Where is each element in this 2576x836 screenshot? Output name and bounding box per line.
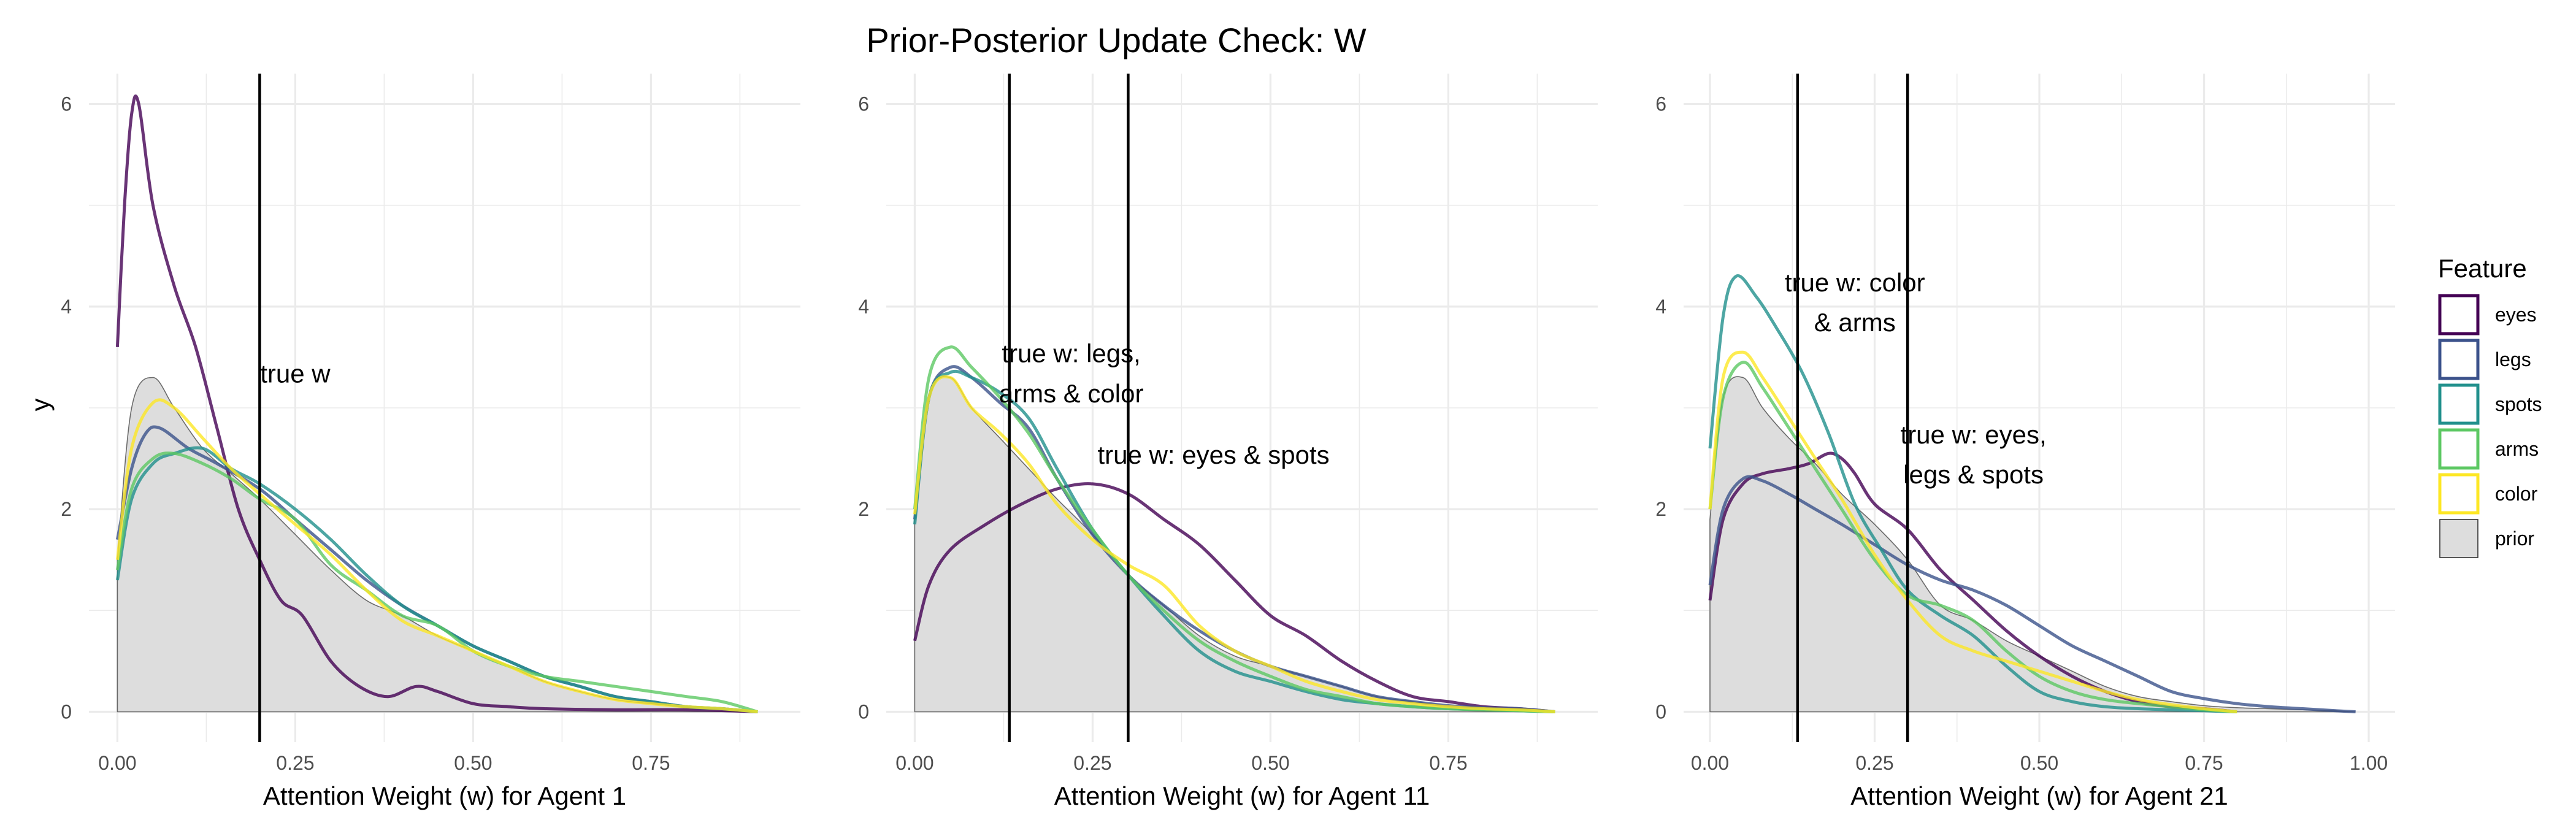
- x-tick-label: 0.50: [1251, 752, 1289, 774]
- legend-label-arms: arms: [2495, 438, 2539, 460]
- chart-title: Prior-Posterior Update Check: W: [866, 21, 1367, 59]
- prior-density: [1709, 376, 2356, 713]
- x-tick-label: 0.75: [2185, 752, 2223, 774]
- legend-title: Feature: [2438, 254, 2527, 283]
- x-axis-title: Attention Weight (w) for Agent 1: [263, 781, 626, 810]
- series-line-arms: [913, 345, 1555, 713]
- annotation: true w: color & arms: [1785, 268, 1925, 337]
- legend-label-legs: legs: [2495, 348, 2531, 370]
- y-tick-label: 6: [1655, 93, 1666, 115]
- legend-key-legs: [2438, 339, 2480, 380]
- x-tick-label: 0.25: [276, 752, 314, 774]
- legend-key-eyes: [2438, 294, 2480, 336]
- series-line-arms: [1708, 361, 2237, 713]
- y-tick-label: 4: [858, 296, 869, 318]
- x-tick-label: 0.75: [632, 752, 670, 774]
- y-tick-label: 2: [61, 498, 72, 520]
- y-tick-label: 2: [858, 498, 869, 520]
- legend-key-arms: [2438, 428, 2480, 470]
- panels: 0.00 0.25 0.50 0.75 0 2 4 6 Attention Weight (w)…: [61, 74, 2395, 810]
- annotation: true w: eyes & spots: [1098, 440, 1330, 469]
- y-tick-label: 6: [61, 93, 72, 115]
- x-tick-label: 0.00: [895, 752, 933, 774]
- x-axis-title: Attention Weight (w) for Agent 21: [1850, 781, 2228, 810]
- y-tick-label: 2: [1655, 498, 1666, 520]
- x-tick-label: 0.00: [1691, 752, 1729, 774]
- legend-key-prior: [2439, 519, 2478, 558]
- series-line-eyes: [913, 482, 1555, 713]
- legend-label-color: color: [2495, 483, 2538, 505]
- x-tick-label: 0.50: [454, 752, 492, 774]
- legend-label-eyes: eyes: [2495, 304, 2537, 326]
- series-line-color: [1708, 350, 2237, 713]
- annotation: true w: eyes, legs & spots: [1901, 420, 2047, 489]
- y-tick-label: 0: [61, 700, 72, 723]
- legend-key-spots: [2438, 383, 2480, 425]
- legend-label-spots: spots: [2495, 393, 2542, 415]
- series-line-color: [115, 398, 758, 713]
- panel-2: 0.00 0.25 0.50 0.75 0 2 4 6 Attention Weight (w)…: [858, 74, 1598, 810]
- x-tick-label: 0.00: [98, 752, 136, 774]
- series-line-eyes: [115, 94, 758, 713]
- y-tick-label: 6: [858, 93, 869, 115]
- x-tick-label: 0.25: [1855, 752, 1893, 774]
- legend-key-color: [2438, 473, 2480, 515]
- x-tick-label: 0.50: [2020, 752, 2058, 774]
- x-tick-label: 1.00: [2350, 752, 2388, 774]
- y-tick-label: 0: [858, 700, 869, 723]
- series-line-color: [913, 375, 1555, 713]
- annotation: true w: legs, arms & color: [999, 339, 1144, 408]
- y-axis-title: y: [26, 399, 55, 412]
- y-tick-label: 4: [61, 296, 72, 318]
- y-tick-label: 0: [1655, 700, 1666, 723]
- prior-density: [117, 377, 758, 713]
- series-line-legs: [1708, 475, 2356, 713]
- panel-1: 0.00 0.25 0.50 0.75 0 2 4 6 Attention Weight (w)…: [61, 74, 800, 810]
- x-tick-label: 0.75: [1429, 752, 1467, 774]
- series-line-spots: [1708, 274, 2237, 713]
- x-tick-label: 0.25: [1073, 752, 1111, 774]
- x-axis-title: Attention Weight (w) for Agent 11: [1054, 781, 1430, 810]
- legend: Feature eyes legs spots arms color prior: [2438, 254, 2542, 558]
- annotation: true w: [260, 359, 331, 388]
- y-tick-label: 4: [1655, 296, 1666, 318]
- series-line-arms: [115, 451, 759, 713]
- legend-label-prior: prior: [2495, 527, 2534, 550]
- panel-3: 0.00 0.25 0.50 0.75 1.00 0 2 4 6 Attention Weight…: [1655, 74, 2395, 810]
